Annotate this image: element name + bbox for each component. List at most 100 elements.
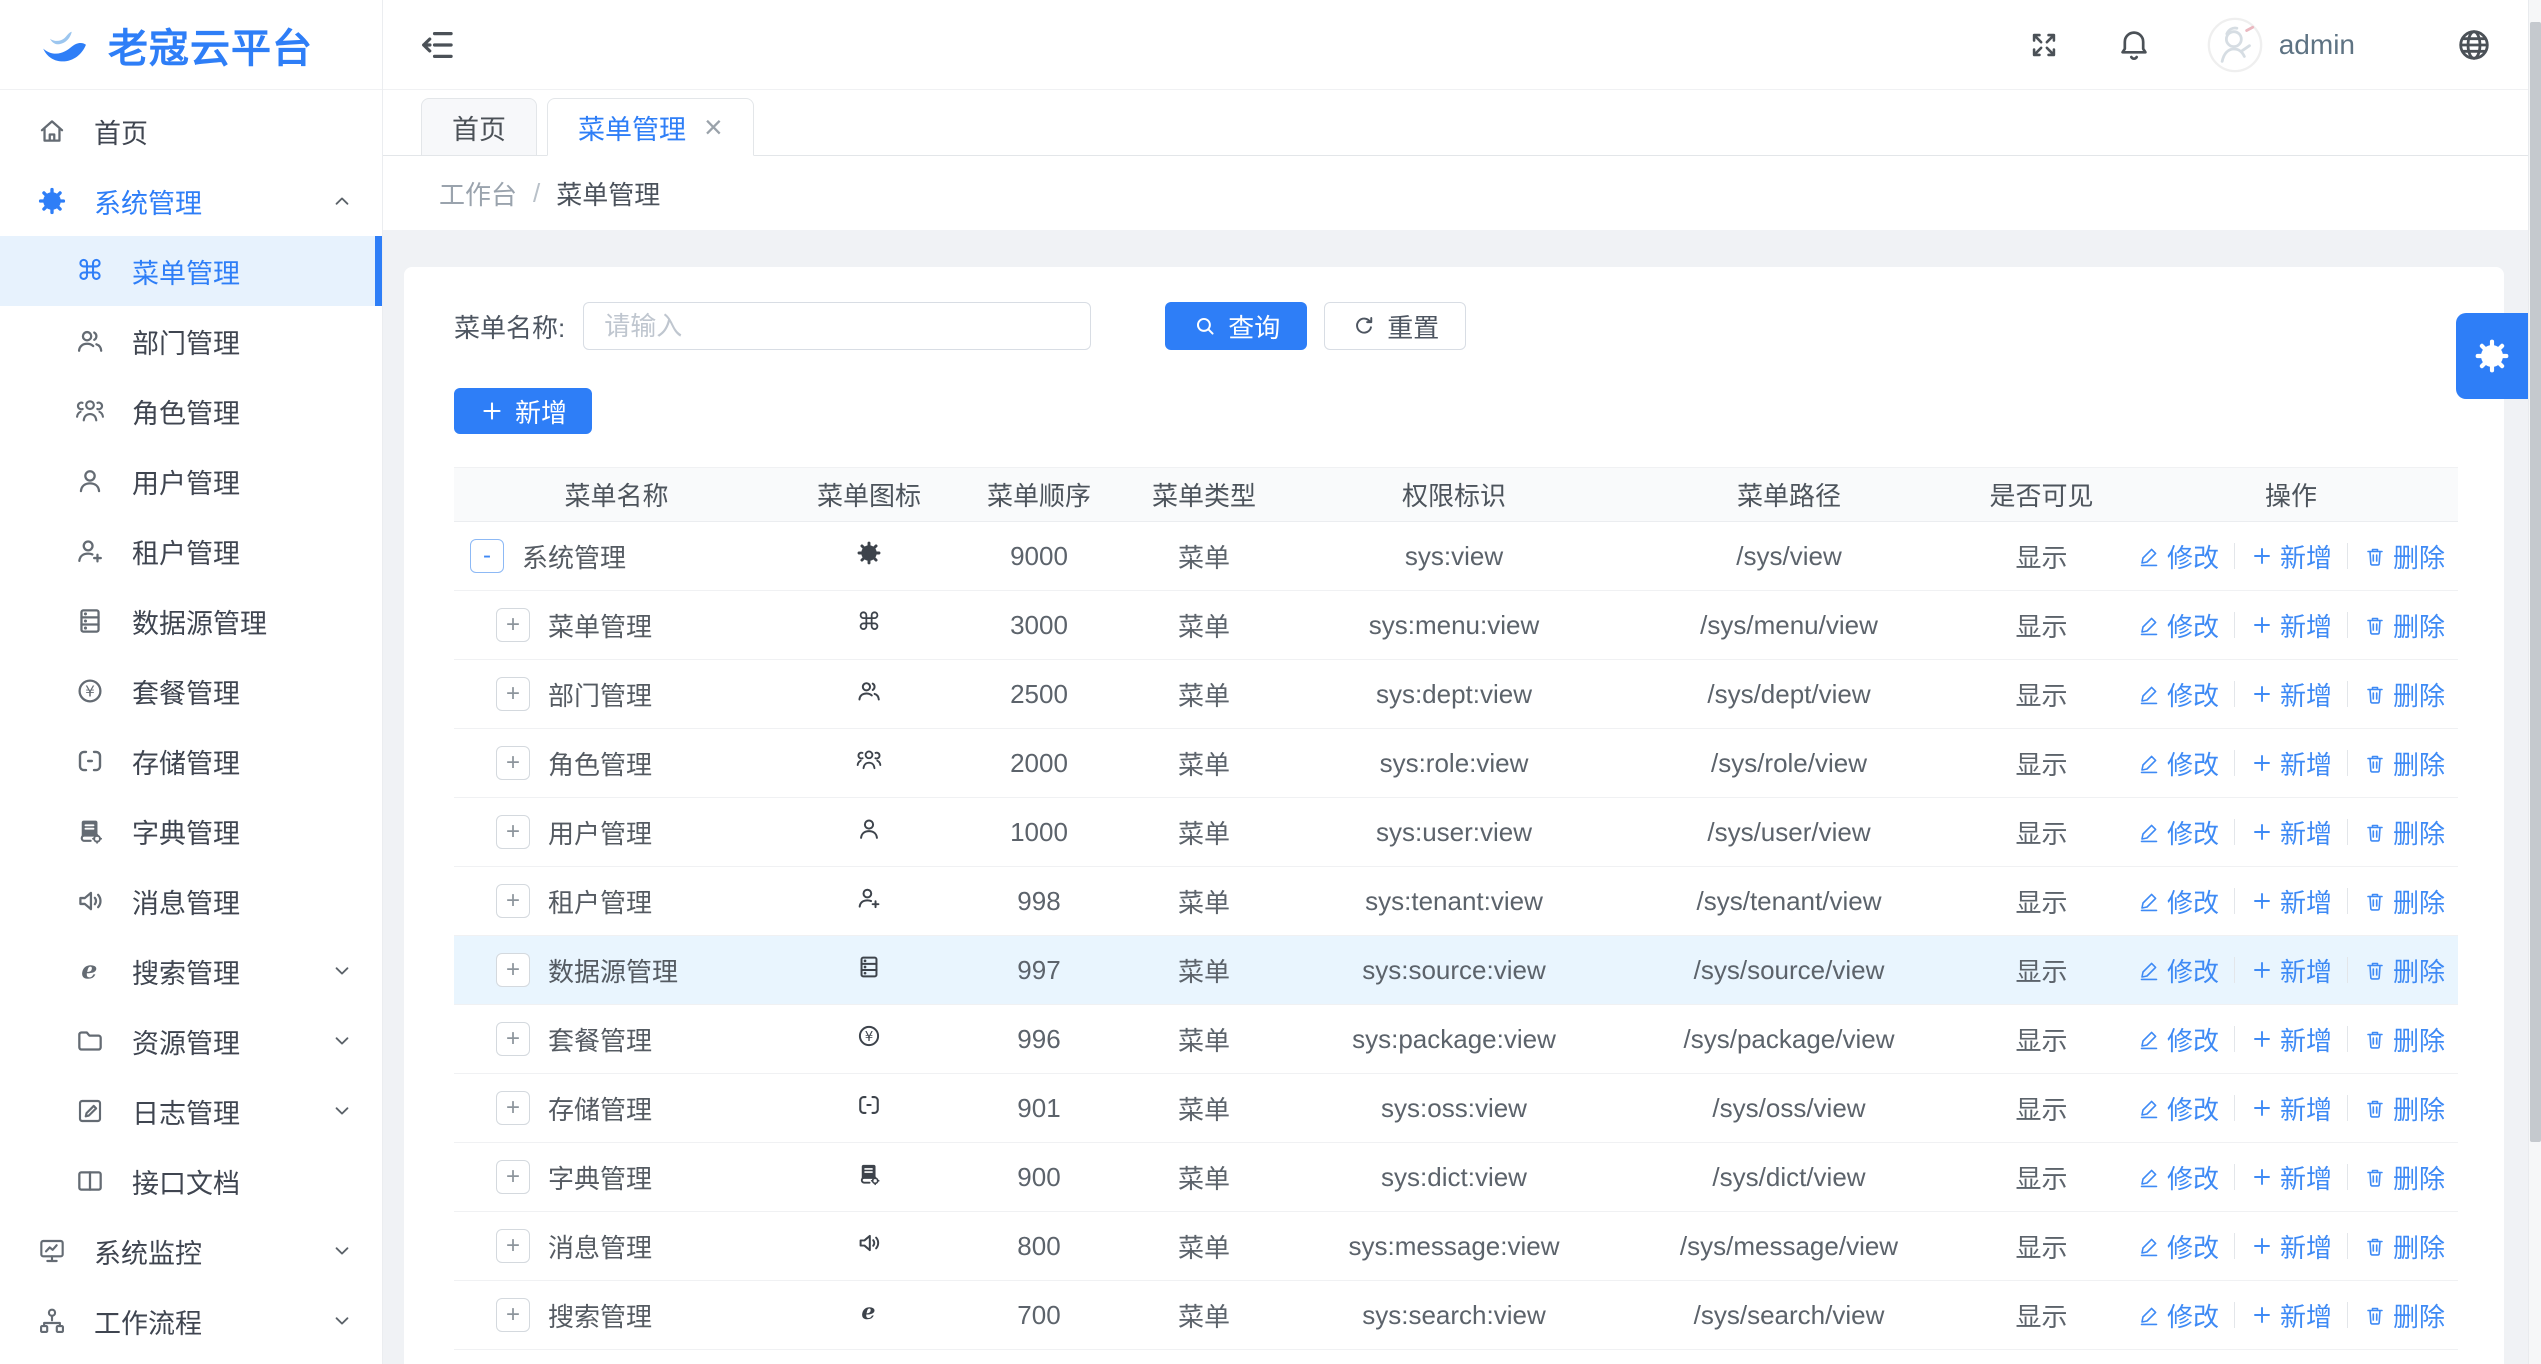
add-child-link[interactable]: 新增 (2250, 538, 2332, 575)
add-child-link[interactable]: 新增 (2250, 745, 2332, 782)
breadcrumb-item[interactable]: 工作台 (439, 179, 518, 210)
delete-link[interactable]: 删除 (2363, 952, 2445, 989)
tab[interactable]: 首页 (421, 98, 537, 156)
add-button[interactable]: 新增 (454, 388, 593, 434)
edit-link[interactable]: 修改 (2137, 607, 2219, 644)
tab[interactable]: 菜单管理 × (547, 98, 754, 156)
expand-toggle[interactable]: - (470, 539, 504, 573)
sidebar-item[interactable]: 菜单管理 (0, 236, 382, 306)
sidebar-item[interactable]: 日志管理 (0, 1076, 382, 1146)
permission-cell: sys:menu:view (1368, 609, 1540, 640)
delete-link[interactable]: 删除 (2363, 1021, 2445, 1058)
sidebar-item-label: 部门管理 (132, 328, 240, 359)
edit-link[interactable]: 修改 (2137, 1021, 2219, 1058)
delete-link[interactable]: 删除 (2363, 538, 2445, 575)
sidebar-collapse-button[interactable] (417, 24, 459, 66)
edit-link[interactable]: 修改 (2137, 1090, 2219, 1127)
sidebar-item[interactable]: 角色管理 (0, 376, 382, 446)
expand-toggle[interactable]: + (496, 677, 530, 711)
brand[interactable]: 老寇云平台 (0, 0, 382, 90)
add-child-link[interactable]: 新增 (2250, 676, 2332, 713)
expand-toggle[interactable]: + (496, 953, 530, 987)
delete-link[interactable]: 删除 (2363, 1090, 2445, 1127)
add-child-link[interactable]: 新增 (2250, 1297, 2332, 1334)
sidebar-item[interactable]: 资源管理 (0, 1006, 382, 1076)
sidebar-item[interactable]: 系统管理 (0, 166, 382, 236)
fullscreen-button[interactable] (2027, 28, 2061, 62)
sidebar-item[interactable]: 消息管理 (0, 866, 382, 936)
menu-table: 菜单名称 菜单图标 菜单顺序 菜单类型 权限标识 菜单路径 是否可见 操作 - 系统管理 90… (454, 467, 2458, 1350)
delete-link[interactable]: 删除 (2363, 745, 2445, 782)
expand-toggle[interactable]: + (496, 815, 530, 849)
user-menu[interactable]: admin (2207, 17, 2355, 73)
menu-name-input[interactable] (583, 302, 1092, 350)
add-child-link[interactable]: 新增 (2250, 1021, 2332, 1058)
sidebar-item[interactable]: 用户管理 (0, 446, 382, 516)
theme-settings-button[interactable] (2456, 313, 2528, 399)
trash-icon (2363, 682, 2387, 706)
edit-icon (2137, 544, 2161, 568)
edit-link[interactable]: 修改 (2137, 745, 2219, 782)
sidebar-item[interactable]: 系统监控 (0, 1216, 382, 1286)
edit-link[interactable]: 修改 (2137, 814, 2219, 851)
expand-toggle[interactable]: + (496, 1091, 530, 1125)
add-child-link[interactable]: 新增 (2250, 1159, 2332, 1196)
delete-link[interactable]: 删除 (2363, 814, 2445, 851)
scrollbar-thumb[interactable] (2530, 22, 2541, 1142)
expand-toggle[interactable]: + (496, 1298, 530, 1332)
visible-cell: 显示 (2015, 1163, 2068, 1194)
edit-link[interactable]: 修改 (2137, 538, 2219, 575)
delete-link[interactable]: 删除 (2363, 676, 2445, 713)
search-button[interactable]: 查询 (1165, 302, 1308, 350)
expand-toggle[interactable]: + (496, 884, 530, 918)
sidebar-item[interactable]: 字典管理 (0, 796, 382, 866)
delete-link[interactable]: 删除 (2363, 883, 2445, 920)
delete-link[interactable]: 删除 (2363, 607, 2445, 644)
sidebar-item[interactable]: 数据源管理 (0, 586, 382, 656)
edit-link[interactable]: 修改 (2137, 1297, 2219, 1334)
expand-toggle[interactable]: + (496, 1160, 530, 1194)
add-child-link[interactable]: 新增 (2250, 1228, 2332, 1265)
expand-toggle[interactable]: + (496, 608, 530, 642)
sidebar-item[interactable]: 存储管理 (0, 726, 382, 796)
edit-icon (2137, 1027, 2161, 1051)
add-child-link[interactable]: 新增 (2250, 814, 2332, 851)
expand-toggle[interactable]: + (496, 1022, 530, 1056)
notifications-button[interactable] (2115, 26, 2153, 64)
sidebar-item[interactable]: 首页 (0, 96, 382, 166)
column-header: 菜单顺序 (986, 481, 1091, 511)
monitor-icon (36, 1235, 68, 1267)
delete-link[interactable]: 删除 (2363, 1159, 2445, 1196)
add-child-link[interactable]: 新增 (2250, 883, 2332, 920)
tab-close-icon[interactable]: × (704, 109, 723, 145)
edit-link[interactable]: 修改 (2137, 1228, 2219, 1265)
table-row: + 搜索管理 700 菜单 sys:search:view /sys/searc… (454, 1281, 2458, 1350)
add-child-link[interactable]: 新增 (2250, 607, 2332, 644)
edit-link[interactable]: 修改 (2137, 883, 2219, 920)
edit-icon (2137, 889, 2161, 913)
edit-link[interactable]: 修改 (2137, 952, 2219, 989)
sidebar-item[interactable]: 搜索管理 (0, 936, 382, 1006)
language-button[interactable] (2453, 24, 2495, 66)
table-row: + 菜单管理 3000 菜单 sys:menu:view /sys/menu/v… (454, 591, 2458, 660)
expand-toggle[interactable]: + (496, 746, 530, 780)
action-divider (2347, 681, 2348, 707)
edit-link[interactable]: 修改 (2137, 1159, 2219, 1196)
sidebar-item[interactable]: 接口文档 (0, 1146, 382, 1216)
sidebar-item[interactable]: 套餐管理 (0, 656, 382, 726)
delete-link[interactable]: 删除 (2363, 1297, 2445, 1334)
package-icon (74, 675, 106, 707)
sidebar-item[interactable]: 工作流程 (0, 1286, 382, 1356)
add-child-link[interactable]: 新增 (2250, 952, 2332, 989)
edit-link[interactable]: 修改 (2137, 676, 2219, 713)
expand-toggle[interactable]: + (496, 1229, 530, 1263)
sidebar-item[interactable]: 租户管理 (0, 516, 382, 586)
page-scrollbar[interactable] (2528, 0, 2541, 1364)
menu-order-cell: 800 (1017, 1230, 1061, 1261)
reset-button[interactable]: 重置 (1324, 302, 1467, 350)
delete-link[interactable]: 删除 (2363, 1228, 2445, 1265)
swan-logo-icon (36, 18, 90, 72)
add-child-link[interactable]: 新增 (2250, 1090, 2332, 1127)
navbar-right: admin (2027, 17, 2495, 73)
sidebar-item[interactable]: 部门管理 (0, 306, 382, 376)
